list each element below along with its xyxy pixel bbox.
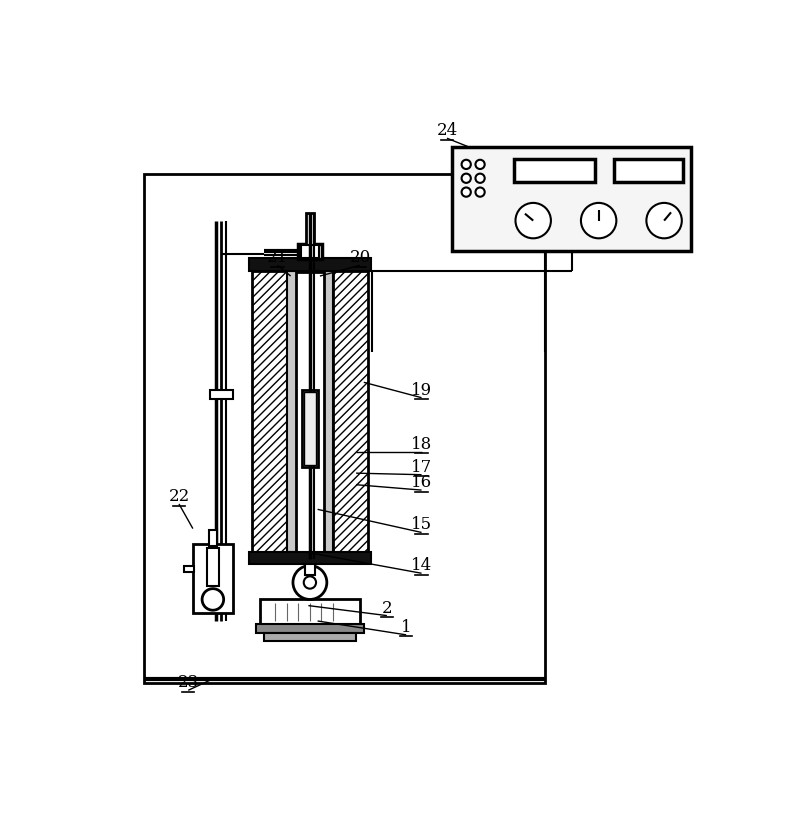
Circle shape [462,174,471,183]
Bar [249,552,370,564]
Bar [184,566,194,572]
Text: 17: 17 [411,458,432,475]
Bar [287,271,333,552]
Text: 14: 14 [411,557,432,573]
Text: 16: 16 [411,473,432,491]
Text: 22: 22 [168,487,190,505]
Bar [452,148,691,252]
Text: 2: 2 [382,599,392,616]
Bar [301,246,319,258]
Circle shape [581,204,616,239]
Text: 18: 18 [411,435,432,452]
Text: 15: 15 [411,516,432,533]
Bar [252,271,287,552]
Bar [210,391,233,400]
Bar [260,600,360,624]
Circle shape [304,577,316,589]
Text: 20: 20 [350,249,370,266]
Bar [193,545,233,613]
Bar [296,273,324,552]
Text: 24: 24 [436,122,458,139]
Bar [209,531,217,546]
Text: 21: 21 [267,249,288,266]
Bar [264,634,356,641]
Bar [144,175,545,683]
Bar [514,160,595,183]
Bar [206,548,219,586]
Text: 19: 19 [411,381,432,398]
Bar [302,391,318,468]
Circle shape [293,566,327,600]
Bar [298,244,322,260]
Text: 1: 1 [401,618,411,635]
Circle shape [475,188,485,197]
Circle shape [515,204,551,239]
Bar [306,564,314,575]
Circle shape [475,174,485,183]
Circle shape [462,188,471,197]
Bar [249,259,370,271]
Circle shape [202,589,224,610]
Bar [306,214,314,246]
Circle shape [475,161,485,170]
Bar [256,624,364,634]
Circle shape [462,161,471,170]
Bar [304,392,316,466]
Bar [333,271,368,552]
Circle shape [646,204,682,239]
Text: 23: 23 [178,673,199,690]
Bar [614,160,683,183]
